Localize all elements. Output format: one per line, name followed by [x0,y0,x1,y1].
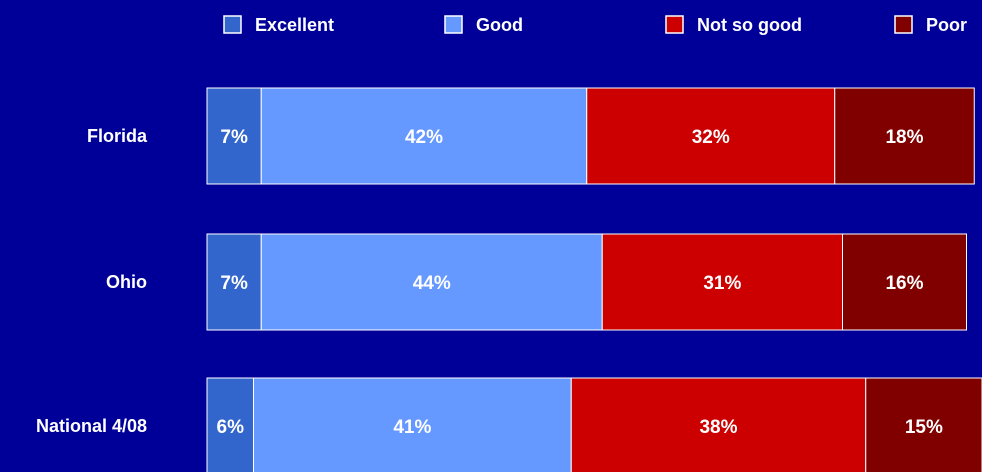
plot-area: Florida 7% 42% 32% 18% Ohio 7% 44% 31% 16% Nationa… [36,87,982,472]
category-label-ohio: Ohio [106,272,147,292]
data-label-florida-not-so-good: 32% [692,127,730,148]
bar-segment-ohio-poor [842,233,967,331]
data-label-national-4-08-not-so-good: 38% [699,417,737,438]
data-label-national-4-08-good: 41% [393,417,431,438]
bar-segment-national-4-08-not-so-good [570,377,867,472]
legend-swatch-not-so-good [665,15,684,34]
bar-segment-ohio-not-so-good [601,233,843,331]
legend-label-poor: Poor [926,15,967,35]
data-label-florida-good: 42% [405,127,443,148]
legend-label-not-so-good: Not so good [697,15,802,35]
bar-segment-national-4-08-excellent [206,377,254,472]
data-label-national-4-08-excellent: 6% [217,417,245,438]
category-label-florida: Florida [87,126,148,146]
bar-segment-florida-good [260,87,588,185]
category-label-national-4-08: National 4/08 [36,416,147,436]
bar-segment-florida-excellent [206,87,262,185]
legend-swatch-excellent [223,15,242,34]
legend: Excellent Good Not so good Poor [223,15,967,35]
data-label-ohio-excellent: 7% [220,273,248,294]
bar-segment-national-4-08-poor [865,377,982,472]
data-label-national-4-08-poor: 15% [905,417,943,438]
data-label-florida-excellent: 7% [220,127,248,148]
legend-label-good: Good [476,15,523,35]
bar-segment-florida-poor [834,87,975,185]
data-label-ohio-good: 44% [413,273,451,294]
legend-swatch-good [444,15,463,34]
bar-segment-ohio-good [260,233,603,331]
legend-label-excellent: Excellent [255,15,334,35]
data-label-ohio-poor: 16% [885,273,923,294]
bar-segment-national-4-08-good [253,377,572,472]
bar-segment-ohio-excellent [206,233,262,331]
data-label-florida-poor: 18% [885,127,923,148]
legend-swatch-poor [894,15,913,34]
data-label-ohio-not-so-good: 31% [703,273,741,294]
